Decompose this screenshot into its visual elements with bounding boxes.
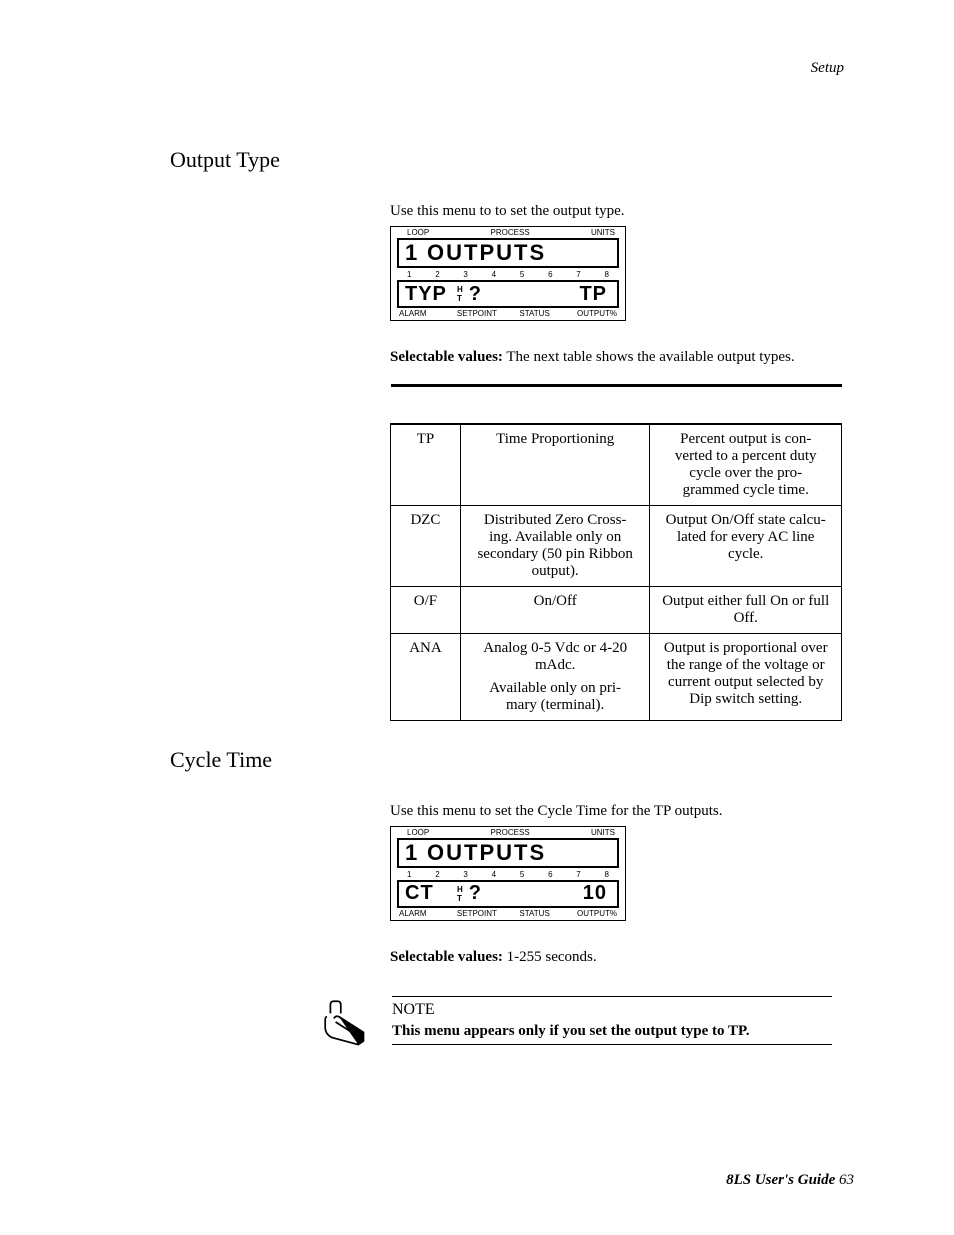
lcd-sub-val: 10 xyxy=(499,882,611,905)
lcd-top-loop: LOOP xyxy=(397,228,429,237)
footer-text: 8LS User's Guide xyxy=(726,1172,835,1188)
cell-desc: Output is proportional over the range of… xyxy=(650,633,842,720)
lcd-sub-key: CT xyxy=(405,882,457,905)
lcd-num: 8 xyxy=(595,870,619,879)
selectable-label: Selectable values: xyxy=(390,949,503,965)
table-row: DZC Distributed Zero Cross- ing. Availab… xyxy=(391,505,842,586)
lcd-sub-mid: ? xyxy=(469,882,499,905)
lcd-num: 5 xyxy=(510,270,534,279)
lcd-num: 4 xyxy=(482,270,506,279)
lcd-num-row: 1 2 3 4 5 6 7 8 xyxy=(391,268,625,280)
cycle-time-intro: Use this menu to set the Cycle Time for … xyxy=(390,803,854,820)
lcd-main-left: 1 xyxy=(405,240,427,266)
lcd-num: 1 xyxy=(397,270,421,279)
lcd-num: 3 xyxy=(453,870,477,879)
cell-name: Time Proportioning xyxy=(460,424,650,506)
cell-name: Distributed Zero Cross- ing. Available o… xyxy=(460,505,650,586)
section-output-type-title: Output Type xyxy=(170,147,854,173)
lcd-num: 4 xyxy=(482,870,506,879)
table-row: TP Time Proportioning Percent output is … xyxy=(391,424,842,506)
lcd-bot-setpoint: SETPOINT xyxy=(446,309,508,318)
lcd-num: 6 xyxy=(538,270,562,279)
output-types-table: TP Time Proportioning Percent output is … xyxy=(390,384,842,721)
lcd-bot-alarm: ALARM xyxy=(397,309,446,318)
lcd-sub-val: TP xyxy=(499,283,611,306)
cell-code: TP xyxy=(391,424,461,506)
lcd-bot-setpoint: SETPOINT xyxy=(446,909,508,918)
lcd-num: 1 xyxy=(397,870,421,879)
footer-page: 63 xyxy=(839,1172,854,1188)
lcd-bot-output: OUTPUT% xyxy=(561,909,619,918)
page-footer: 8LS User's Guide 63 xyxy=(726,1172,854,1189)
lcd-num: 2 xyxy=(425,870,449,879)
lcd-num: 3 xyxy=(453,270,477,279)
lcd-num: 7 xyxy=(566,870,590,879)
note-title: NOTE xyxy=(392,1001,854,1019)
cell-code: O/F xyxy=(391,586,461,633)
output-type-intro: Use this menu to to set the output type. xyxy=(390,203,854,220)
cell-name: On/Off xyxy=(460,586,650,633)
lcd-num: 8 xyxy=(595,270,619,279)
lcd-num: 7 xyxy=(566,270,590,279)
note-rule-bottom xyxy=(392,1044,832,1045)
lcd-display-cycle-time: LOOP PROCESS UNITS 1 OUTPUTS 1 2 3 4 5 6… xyxy=(390,826,626,921)
lcd-bot-alarm: ALARM xyxy=(397,909,446,918)
lcd-num: 2 xyxy=(425,270,449,279)
lcd-main-text: OUTPUTS xyxy=(427,840,546,866)
lcd-sub-ht: HT xyxy=(457,885,463,903)
note-block: NOTE This menu appears only if you set t… xyxy=(320,996,854,1053)
lcd-top-units: UNITS xyxy=(591,828,619,837)
lcd-num: 6 xyxy=(538,870,562,879)
output-type-selectable: Selectable values: The next table shows … xyxy=(390,349,854,366)
lcd-bot-status: STATUS xyxy=(508,309,561,318)
lcd-top-process: PROCESS xyxy=(429,828,591,837)
lcd-main-left: 1 xyxy=(405,840,427,866)
cell-desc: Percent output is con- verted to a perce… xyxy=(650,424,842,506)
cell-code: DZC xyxy=(391,505,461,586)
selectable-label: Selectable values: xyxy=(390,349,503,365)
cell-name: Analog 0-5 Vdc or 4-20 mAdc.Available on… xyxy=(460,633,650,720)
table-row: ANA Analog 0-5 Vdc or 4-20 mAdc.Availabl… xyxy=(391,633,842,720)
lcd-sub-key: TYP xyxy=(405,283,457,306)
note-hand-icon xyxy=(320,996,372,1053)
lcd-num-row: 1 2 3 4 5 6 7 8 xyxy=(391,868,625,880)
table-row: O/F On/Off Output either full On or full… xyxy=(391,586,842,633)
lcd-top-loop: LOOP xyxy=(397,828,429,837)
note-body: This menu appears only if you set the ou… xyxy=(392,1023,854,1040)
page-header-right: Setup xyxy=(170,60,844,77)
note-rule-top xyxy=(392,996,832,997)
lcd-bot-output: OUTPUT% xyxy=(561,309,619,318)
selectable-text: The next table shows the available outpu… xyxy=(503,349,795,365)
cell-code: ANA xyxy=(391,633,461,720)
lcd-display-output-type: LOOP PROCESS UNITS 1 OUTPUTS 1 2 3 4 5 6… xyxy=(390,226,626,321)
lcd-bot-status: STATUS xyxy=(508,909,561,918)
lcd-top-process: PROCESS xyxy=(429,228,591,237)
cell-desc: Output On/Off state calcu- lated for eve… xyxy=(650,505,842,586)
cell-desc: Output either full On or full Off. xyxy=(650,586,842,633)
lcd-main-text: OUTPUTS xyxy=(427,240,546,266)
lcd-sub-mid: ? xyxy=(469,283,499,306)
lcd-num: 5 xyxy=(510,870,534,879)
lcd-sub-ht: HT xyxy=(457,285,463,303)
section-cycle-time-title: Cycle Time xyxy=(170,747,854,773)
cycle-time-selectable: Selectable values: 1-255 seconds. xyxy=(390,949,854,966)
selectable-text: 1-255 seconds. xyxy=(503,949,597,965)
lcd-top-units: UNITS xyxy=(591,228,619,237)
